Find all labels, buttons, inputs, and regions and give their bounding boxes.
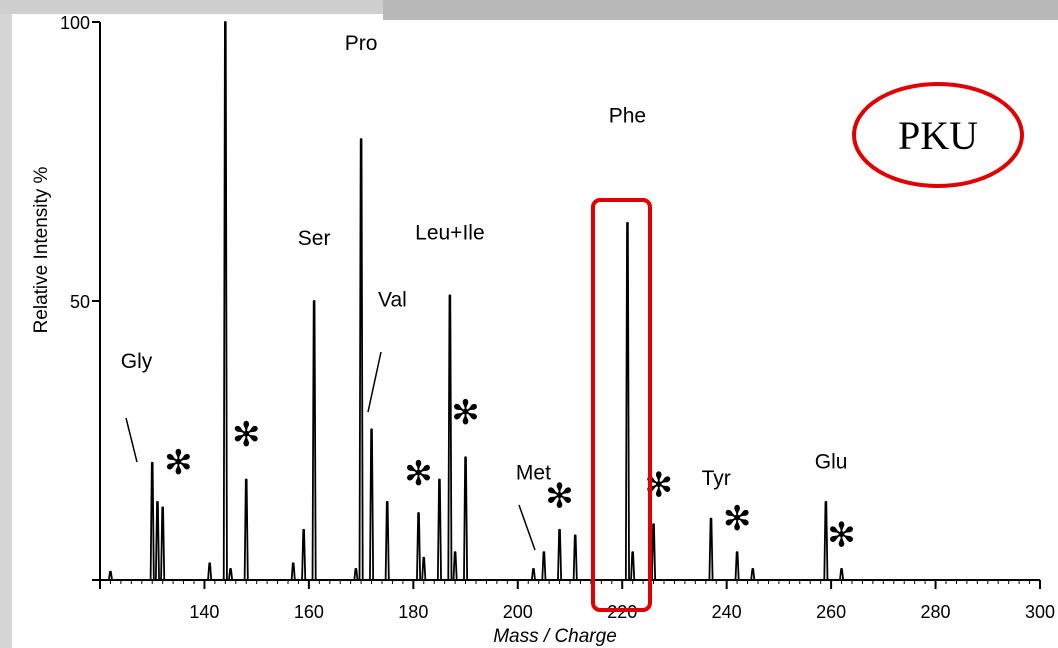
spectrum-peak — [541, 551, 547, 581]
x-tick-label: 260 — [816, 602, 846, 622]
spectrum-peak — [358, 138, 364, 581]
spectrum-peak — [369, 428, 375, 581]
peak-label-leaders — [125, 351, 536, 551]
spectrum-peak — [530, 567, 536, 581]
star-marker: ✻ — [404, 454, 433, 494]
spectrum-peak — [301, 528, 307, 581]
spectrum-peak — [222, 21, 228, 581]
pku-badge-ellipse — [852, 82, 1024, 188]
spectrum-peak — [228, 567, 234, 581]
y-tick-label-50: 50 — [70, 292, 90, 312]
peak-label: Met — [516, 462, 551, 485]
spectrum-peak — [750, 567, 756, 581]
x-tick-label: 160 — [294, 602, 324, 622]
spectrum-peak — [243, 478, 249, 581]
spectrum-peak — [421, 556, 427, 581]
x-tick-label: 180 — [398, 602, 428, 622]
spectrum-peak — [839, 567, 845, 581]
spectrum-peak — [436, 478, 442, 581]
spectrum-peak — [452, 551, 458, 581]
y-tick-label-100: 100 — [60, 13, 90, 33]
met-leader — [518, 504, 536, 551]
x-tick-labels: 140 160 180 200 220 240 260 280 300 — [189, 602, 1055, 622]
window-frame-top-right — [383, 0, 1058, 20]
spectrum-peak — [734, 551, 740, 581]
spectrum-peak — [353, 567, 359, 581]
window-frame-left — [0, 14, 12, 648]
x-tick-label: 200 — [503, 602, 533, 622]
spectrum-peak — [154, 500, 160, 581]
star-marker: ✻ — [545, 476, 574, 516]
x-axis-title: Mass / Charge — [493, 626, 617, 647]
spectrum-peak — [107, 570, 113, 581]
phe-highlight-box — [591, 198, 652, 612]
x-tick-label: 240 — [712, 602, 742, 622]
spectrum-peak — [207, 562, 213, 581]
y-axis-title: Relative Intensity % — [31, 166, 52, 333]
x-tick-label: 300 — [1025, 602, 1055, 622]
peak-label: Phe — [609, 104, 646, 127]
spectrum-peak — [557, 528, 563, 581]
peak-label: Val — [378, 289, 407, 312]
peak-label: Ser — [298, 227, 331, 250]
spectrum-peak — [311, 300, 317, 581]
star-marker: ✻ — [451, 393, 480, 433]
spectrum-peak — [651, 523, 657, 581]
window-frame-top-left — [0, 0, 383, 14]
star-marker: ✻ — [232, 415, 261, 455]
peak-label: Pro — [345, 32, 378, 55]
spectrum-peak — [384, 500, 390, 581]
peak-label: Gly — [121, 350, 153, 373]
internal-standard-markers: ✻✻✻✻✻ ✻✻ ✻ — [164, 393, 856, 556]
spectrum-peak — [572, 534, 578, 581]
spectrum-peak — [416, 512, 422, 581]
spectrum-peak — [160, 506, 166, 581]
spectrum-peak — [708, 517, 714, 581]
star-marker: ✻ — [164, 443, 193, 483]
peak-label: Tyr — [702, 467, 731, 490]
spectrum-peaks — [107, 21, 845, 581]
peak-label: Leu+Ile — [415, 222, 484, 245]
star-marker: ✻ — [723, 499, 752, 539]
x-tick-label: 140 — [189, 602, 219, 622]
pku-badge-text: PKU — [898, 113, 978, 158]
spectrum-peak — [624, 221, 630, 581]
spectrum-peak — [630, 551, 636, 581]
spectrum-peak — [823, 500, 829, 581]
star-marker: ✻ — [827, 516, 856, 556]
spectrum-peak — [447, 294, 453, 581]
x-tick-label: 280 — [921, 602, 951, 622]
val-leader — [367, 351, 382, 413]
spectrum-peak — [149, 461, 155, 581]
gly-leader — [125, 417, 138, 463]
spectrum-peak — [463, 456, 469, 581]
x-ticks — [99, 580, 1041, 589]
peak-label: Glu — [815, 450, 848, 473]
spectrum-peak — [290, 562, 296, 581]
